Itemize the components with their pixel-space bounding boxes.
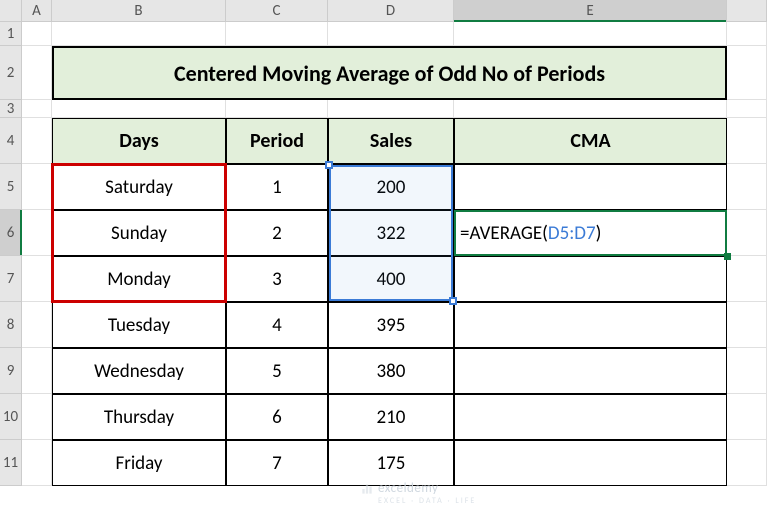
col-header-F[interactable] xyxy=(727,0,767,22)
col-header-C[interactable]: C xyxy=(226,0,328,22)
cell-B9[interactable]: Wednesday xyxy=(52,348,226,394)
cell-A9[interactable] xyxy=(22,348,52,394)
cell-D1[interactable] xyxy=(328,22,454,46)
cell-B6[interactable]: Sunday xyxy=(52,210,226,256)
cell-C5[interactable]: 1 xyxy=(226,164,328,210)
cell-D9[interactable]: 380 xyxy=(328,348,454,394)
cell-B10[interactable]: Thursday xyxy=(52,394,226,440)
cell-A11[interactable] xyxy=(22,440,52,486)
cell-C8[interactable]: 4 xyxy=(226,302,328,348)
cell-E10[interactable] xyxy=(454,394,727,440)
cell-C9[interactable]: 5 xyxy=(226,348,328,394)
cell-D8[interactable]: 395 xyxy=(328,302,454,348)
cell-F3[interactable] xyxy=(727,100,767,118)
cell-C1[interactable] xyxy=(226,22,328,46)
cell-E7[interactable] xyxy=(454,256,727,302)
cell-F8[interactable] xyxy=(727,302,767,348)
cell-F5[interactable] xyxy=(727,164,767,210)
cell-B8[interactable]: Tuesday xyxy=(52,302,226,348)
cell-A6[interactable] xyxy=(22,210,52,256)
cell-D6[interactable]: 322 xyxy=(328,210,454,256)
cell-B1[interactable] xyxy=(52,22,226,46)
cell-B7[interactable]: Monday xyxy=(52,256,226,302)
row-header-5[interactable]: 5 xyxy=(0,164,22,210)
row-header-2[interactable]: 2 xyxy=(0,46,22,100)
row-header-4[interactable]: 4 xyxy=(0,118,22,164)
header-sales[interactable]: Sales xyxy=(328,118,454,164)
cell-A10[interactable] xyxy=(22,394,52,440)
cell-A5[interactable] xyxy=(22,164,52,210)
col-header-D[interactable]: D xyxy=(328,0,454,22)
row-header-8[interactable]: 8 xyxy=(0,302,22,348)
cell-D10[interactable]: 210 xyxy=(328,394,454,440)
col-header-B[interactable]: B xyxy=(52,0,226,22)
cell-B11[interactable]: Friday xyxy=(52,440,226,486)
active-cell-E6[interactable]: =AVERAGE(D5:D7) xyxy=(454,210,727,256)
cell-B3[interactable] xyxy=(52,100,226,118)
cell-E1[interactable] xyxy=(454,22,727,46)
cell-F11[interactable] xyxy=(727,440,767,486)
cell-A7[interactable] xyxy=(22,256,52,302)
formula-ref: D5:D7 xyxy=(548,222,596,245)
cell-F1[interactable] xyxy=(727,22,767,46)
select-all-corner[interactable] xyxy=(0,0,22,22)
cell-F4[interactable] xyxy=(727,118,767,164)
cell-C10[interactable]: 6 xyxy=(226,394,328,440)
row-header-1[interactable]: 1 xyxy=(0,22,22,46)
cell-A2[interactable] xyxy=(22,46,52,100)
row-header-9[interactable]: 9 xyxy=(0,348,22,394)
cell-C3[interactable] xyxy=(226,100,328,118)
cell-C7[interactable]: 3 xyxy=(226,256,328,302)
cell-D3[interactable] xyxy=(328,100,454,118)
header-days[interactable]: Days xyxy=(52,118,226,164)
watermark-sub: EXCEL · DATA · LIFE xyxy=(378,496,476,506)
cell-F2[interactable] xyxy=(727,46,767,100)
cell-D5[interactable]: 200 xyxy=(328,164,454,210)
cell-F6[interactable] xyxy=(727,210,767,256)
cell-D11[interactable]: 175 xyxy=(328,440,454,486)
row-header-3[interactable]: 3 xyxy=(0,100,22,118)
cell-E9[interactable] xyxy=(454,348,727,394)
row-header-11[interactable]: 11 xyxy=(0,440,22,486)
cell-F10[interactable] xyxy=(727,394,767,440)
cell-C11[interactable]: 7 xyxy=(226,440,328,486)
formula-prefix: =AVERAGE( xyxy=(460,222,548,245)
formula-suffix: ) xyxy=(596,222,602,245)
cell-A1[interactable] xyxy=(22,22,52,46)
header-period[interactable]: Period xyxy=(226,118,328,164)
row-header-6[interactable]: 6 xyxy=(0,210,22,256)
cell-E8[interactable] xyxy=(454,302,727,348)
cell-C6[interactable]: 2 xyxy=(226,210,328,256)
header-cma[interactable]: CMA xyxy=(454,118,727,164)
col-header-A[interactable]: A xyxy=(22,0,52,22)
row-header-10[interactable]: 10 xyxy=(0,394,22,440)
cell-F7[interactable] xyxy=(727,256,767,302)
cell-A4[interactable] xyxy=(22,118,52,164)
row-header-7[interactable]: 7 xyxy=(0,256,22,302)
cell-A3[interactable] xyxy=(22,100,52,118)
col-header-E[interactable]: E xyxy=(454,0,727,22)
cell-E5[interactable] xyxy=(454,164,727,210)
cell-E11[interactable] xyxy=(454,440,727,486)
cell-E3[interactable] xyxy=(454,100,727,118)
cell-A8[interactable] xyxy=(22,302,52,348)
cell-D7[interactable]: 400 xyxy=(328,256,454,302)
title-cell[interactable]: Centered Moving Average of Odd No of Per… xyxy=(52,46,727,100)
cell-F9[interactable] xyxy=(727,348,767,394)
cell-B5[interactable]: Saturday xyxy=(52,164,226,210)
